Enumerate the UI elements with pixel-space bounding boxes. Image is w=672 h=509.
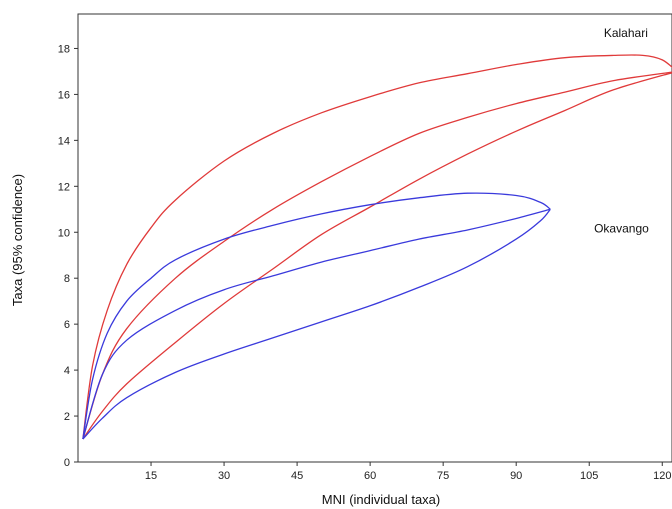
- series-okavango: [82, 192, 551, 440]
- y-tick-label: 12: [58, 181, 70, 193]
- kalahari-mean-curve: [82, 71, 672, 440]
- y-tick-label: 18: [58, 43, 70, 55]
- x-tick-label: 60: [364, 470, 376, 482]
- y-tick-label: 0: [64, 457, 70, 469]
- y-tick-label: 8: [64, 273, 70, 285]
- x-tick-label: 45: [291, 470, 303, 482]
- annotation-layer: Kalahari Okavango: [594, 26, 649, 235]
- plot-frame: [77, 13, 672, 463]
- kalahari-upper-bound-curve: [82, 54, 672, 440]
- annotation-okavango: Okavango: [594, 221, 649, 235]
- okavango-lower-bound-curve: [82, 208, 551, 440]
- x-tick-label: 75: [437, 470, 449, 482]
- y-tick-label: 10: [58, 227, 70, 239]
- okavango-mean-curve: [82, 208, 551, 440]
- y-axis-title: Taxa (95% confidence): [10, 174, 25, 306]
- x-tick-label: 120: [653, 470, 671, 482]
- series-kalahari: [82, 54, 672, 440]
- series-layer: [82, 54, 672, 440]
- y-tick-label: 6: [64, 319, 70, 331]
- y-tick-label: 14: [58, 135, 70, 147]
- x-axis-title: MNI (individual taxa): [322, 492, 441, 507]
- okavango-upper-bound-curve: [82, 192, 551, 440]
- y-tick-label: 4: [64, 365, 70, 377]
- x-tick-label: 15: [145, 470, 157, 482]
- x-axis-ticks: 15 30 45 60 75 90 105 120: [145, 462, 671, 482]
- y-tick-label: 2: [64, 411, 70, 423]
- annotation-kalahari: Kalahari: [604, 26, 648, 40]
- x-tick-label: 30: [218, 470, 230, 482]
- x-tick-label: 105: [580, 470, 598, 482]
- x-tick-label: 90: [510, 470, 522, 482]
- y-axis-ticks: 0 2 4 6 8 10 12 14 16 18: [58, 43, 78, 469]
- kalahari-lower-bound-curve: [82, 72, 672, 440]
- y-tick-label: 16: [58, 89, 70, 101]
